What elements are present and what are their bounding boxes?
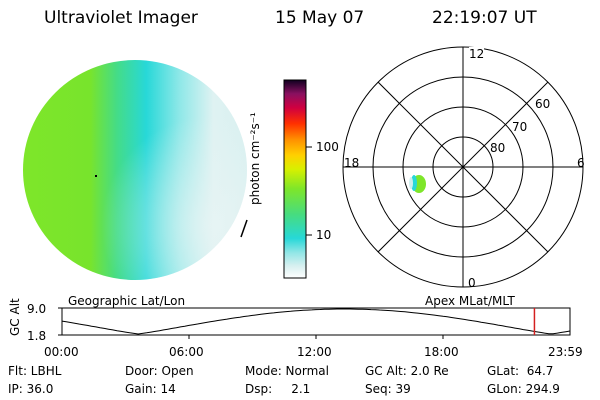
colorbar-tick-10: 10 <box>316 228 332 242</box>
info-glat: GLat: 64.7 <box>487 364 554 378</box>
timeline-ytick-1.8: 1.8 <box>27 329 47 343</box>
colorbar-tick-100: 100 <box>316 140 339 154</box>
info-gain: Gain: 14 <box>125 382 176 396</box>
polar-ring-60-label: 60 <box>535 97 551 111</box>
polar-label-0: 0 <box>468 276 476 290</box>
timeline-xtick-2359: 23:59 <box>548 345 583 359</box>
info-dsp: Dsp: 2.1 <box>245 382 311 396</box>
date-label: 15 May 07 <box>275 8 365 28</box>
colorbar-unit-label: photon cm⁻²s⁻¹ <box>248 112 262 205</box>
time-label: 22:19:07 UT <box>432 8 537 28</box>
info-flt: Flt: LBHL <box>8 364 62 378</box>
polar-caption: Apex MLat/MLT <box>425 294 515 308</box>
timeline-ytick-9: 9.0 <box>27 302 47 316</box>
timeline-xtick-1800: 18:00 <box>424 345 459 359</box>
instrument-title: Ultraviolet Imager <box>44 8 198 28</box>
timeline-xtick-1200: 12:00 <box>297 345 332 359</box>
info-glon: GLon: 294.9 <box>487 382 560 396</box>
info-door: Door: Open <box>125 364 194 378</box>
info-gc-alt: GC Alt: 2.0 Re <box>365 364 449 378</box>
info-ip: IP: 36.0 <box>8 382 54 396</box>
altitude-curve <box>61 308 571 335</box>
colorbar <box>283 79 312 279</box>
timeline-y-label: GC Alt <box>8 298 22 336</box>
polar-plot <box>342 46 584 288</box>
polar-ring-80-label: 80 <box>490 141 506 155</box>
timeline-xtick-0000: 00:00 <box>44 345 79 359</box>
polar-ring-70-label: 70 <box>512 120 528 134</box>
info-mode: Mode: Normal <box>245 364 329 378</box>
polar-label-12: 12 <box>469 47 485 61</box>
earth-disk-image <box>23 60 248 280</box>
polar-label-18: 18 <box>344 156 360 170</box>
timeline-xtick-0600: 06:00 <box>169 345 204 359</box>
disk-caption: Geographic Lat/Lon <box>68 294 186 308</box>
info-seq: Seq: 39 <box>365 382 411 396</box>
polar-label-6: 6 <box>577 156 585 170</box>
altitude-timeline <box>58 307 571 339</box>
